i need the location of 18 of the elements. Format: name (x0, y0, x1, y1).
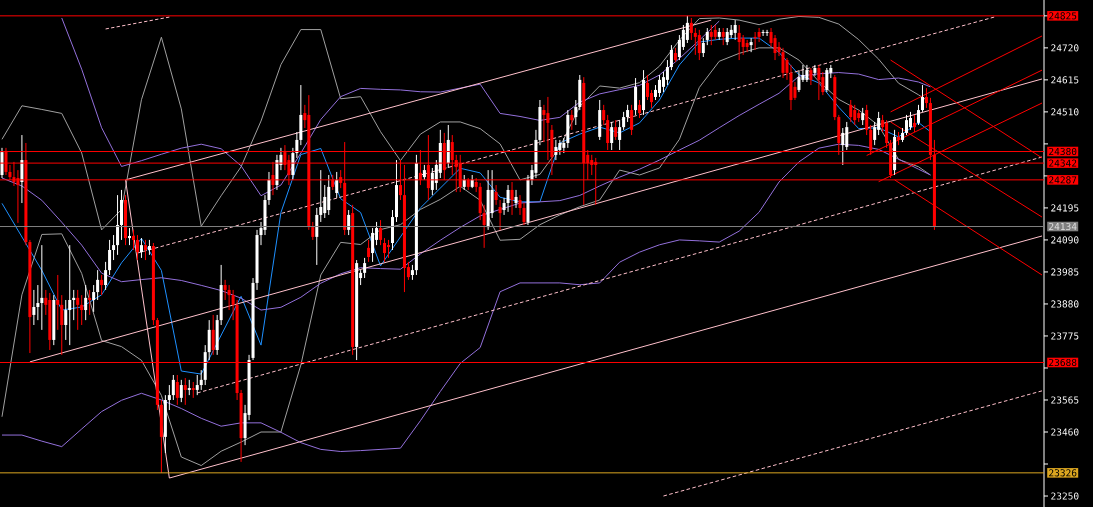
y-tick-label: 23250 (1051, 492, 1079, 500)
ref-line-label: 24342 (1049, 159, 1077, 167)
y-tick-label: 23565 (1051, 396, 1079, 404)
ref-line-label: 23326 (1049, 469, 1077, 477)
y-tick-label: 24090 (1051, 236, 1079, 244)
y-tick-label: 23775 (1051, 332, 1079, 340)
y-tick-label: 23880 (1051, 300, 1079, 308)
y-tick-label: 24510 (1051, 108, 1079, 116)
y-tick-label: 24195 (1051, 204, 1079, 212)
y-tick-label: 23985 (1051, 268, 1079, 276)
ref-line-label: 24825 (1049, 12, 1077, 20)
ref-line-label: 24287 (1049, 176, 1077, 184)
y-tick-label: 23460 (1051, 428, 1079, 436)
y-tick-label: 24720 (1051, 44, 1079, 52)
y-tick-label: 24615 (1051, 76, 1079, 84)
ref-line-label: 24134 (1049, 222, 1077, 231)
ref-line-label: 24380 (1049, 147, 1077, 156)
ref-line-label: 23688 (1049, 358, 1077, 367)
